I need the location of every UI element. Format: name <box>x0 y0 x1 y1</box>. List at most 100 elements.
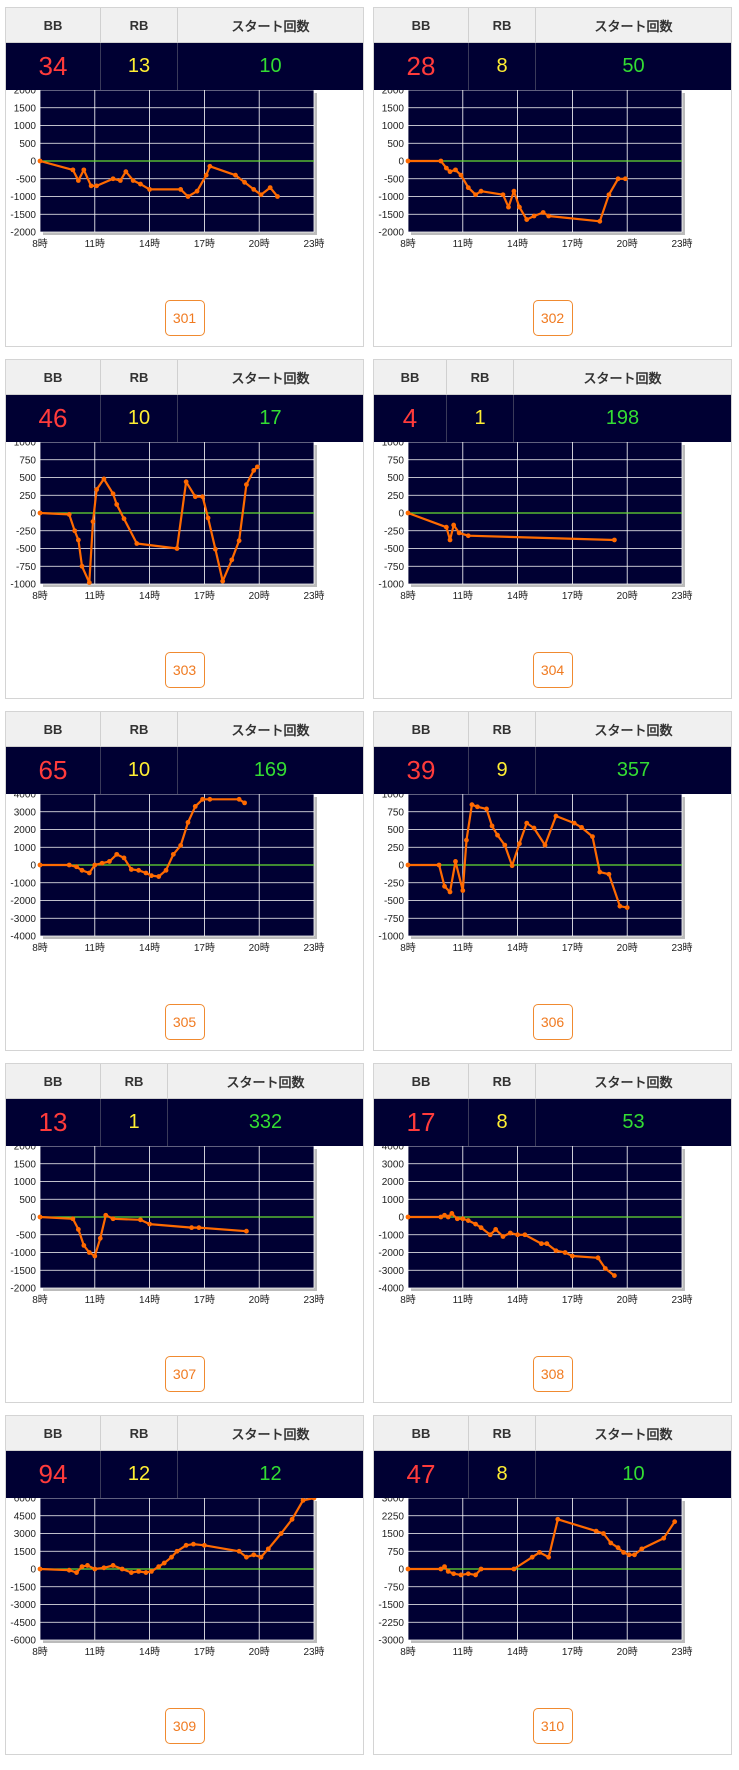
machine-number-button[interactable]: 310 <box>532 1708 573 1744</box>
data-point <box>138 1217 143 1223</box>
rb-header: RB <box>468 1064 536 1099</box>
bb-header: BB <box>374 8 469 43</box>
machine-number-button[interactable]: 302 <box>532 300 573 336</box>
x-tick-label: 23時 <box>303 1646 324 1658</box>
data-point <box>445 1568 451 1574</box>
data-point <box>101 1565 107 1571</box>
data-point <box>458 1572 464 1578</box>
data-point <box>207 796 213 802</box>
x-tick-label: 14時 <box>507 1646 528 1658</box>
data-point <box>74 1570 79 1575</box>
data-point <box>405 862 411 868</box>
machine-number-button[interactable]: 304 <box>532 652 573 688</box>
y-tick-label: -500 <box>16 174 36 185</box>
data-point <box>601 1531 606 1536</box>
start-count-header: スタート回数 <box>535 1416 731 1451</box>
data-point <box>178 843 184 848</box>
data-point <box>79 563 85 569</box>
y-tick-label: 0 <box>398 861 404 872</box>
start-count-header: スタート回数 <box>177 360 363 395</box>
data-point <box>134 541 140 546</box>
machine-number-button[interactable]: 303 <box>164 652 205 688</box>
data-point <box>597 218 603 224</box>
data-point <box>136 867 142 873</box>
data-point <box>478 1225 484 1231</box>
data-point <box>107 859 112 864</box>
data-point <box>405 510 411 516</box>
data-point <box>85 1563 90 1568</box>
x-tick-label: 17時 <box>194 1294 215 1306</box>
y-tick-label: -750 <box>384 914 404 925</box>
bb-count: 28 <box>374 42 469 90</box>
machine-number-button[interactable]: 307 <box>164 1356 205 1392</box>
data-point <box>602 1266 608 1271</box>
machine-number-button[interactable]: 309 <box>164 1708 205 1744</box>
data-point <box>110 176 116 182</box>
data-point <box>92 1566 98 1572</box>
x-tick-label: 14時 <box>139 1294 160 1306</box>
data-point <box>183 479 189 485</box>
data-point <box>37 1214 43 1220</box>
data-point <box>517 841 522 847</box>
y-tick-label: 1500 <box>382 1529 405 1540</box>
rb-count: 10 <box>100 394 178 442</box>
y-tick-label: 500 <box>19 473 36 484</box>
y-tick-label: 3000 <box>382 1498 405 1505</box>
y-tick-label: 0 <box>398 1213 404 1224</box>
y-tick-label: 3000 <box>14 807 37 818</box>
data-point <box>200 494 205 500</box>
data-point <box>147 187 153 192</box>
x-tick-label: 17時 <box>194 942 215 954</box>
data-point <box>451 522 457 528</box>
bb-count: 47 <box>374 1450 469 1498</box>
data-point <box>229 557 235 563</box>
x-tick-label: 14時 <box>507 238 528 250</box>
machine-card: BB RB スタート回数 47 8 10 3000 2250 1500 750 0 -75… <box>373 1415 732 1755</box>
y-tick-label: 250 <box>387 491 404 502</box>
machine-number-button[interactable]: 301 <box>164 300 205 336</box>
machine-number-button[interactable]: 306 <box>532 1004 573 1040</box>
data-point <box>447 537 453 543</box>
rb-header: RB <box>100 712 178 747</box>
rb-header: RB <box>468 8 536 43</box>
data-point <box>453 167 458 173</box>
y-tick-label: -2000 <box>10 1284 36 1295</box>
bb-header: BB <box>374 1064 469 1099</box>
y-tick-label: 250 <box>387 843 404 854</box>
data-point <box>121 516 127 522</box>
data-point <box>460 888 466 893</box>
data-point <box>615 1545 621 1551</box>
data-point <box>75 537 81 543</box>
data-point <box>136 1568 142 1574</box>
start-count: 332 <box>167 1098 363 1146</box>
bb-header: BB <box>6 360 101 395</box>
data-point <box>495 832 500 838</box>
y-tick-label: -6000 <box>10 1636 36 1647</box>
y-tick-label: 750 <box>387 455 404 466</box>
data-point <box>163 867 169 873</box>
start-count-header: スタート回数 <box>167 1064 363 1099</box>
y-tick-label: 750 <box>19 455 36 466</box>
x-tick-label: 20時 <box>249 238 270 250</box>
machine-number-button[interactable]: 305 <box>164 1004 205 1040</box>
data-point <box>447 889 453 895</box>
data-point <box>233 172 238 178</box>
data-point <box>170 851 176 857</box>
start-count: 357 <box>535 746 731 794</box>
machine-number-button[interactable]: 308 <box>532 1356 573 1392</box>
data-point <box>460 1216 466 1222</box>
data-point <box>524 217 530 222</box>
data-point <box>244 1554 249 1560</box>
data-point <box>174 1548 180 1554</box>
bb-count: 13 <box>6 1098 101 1146</box>
data-point <box>236 796 242 802</box>
rb-count: 8 <box>468 1098 536 1146</box>
data-point <box>465 533 471 539</box>
rb-count: 12 <box>100 1450 178 1498</box>
data-point <box>110 1563 116 1568</box>
stats-table: BB RB スタート回数 39 9 357 <box>374 712 731 794</box>
